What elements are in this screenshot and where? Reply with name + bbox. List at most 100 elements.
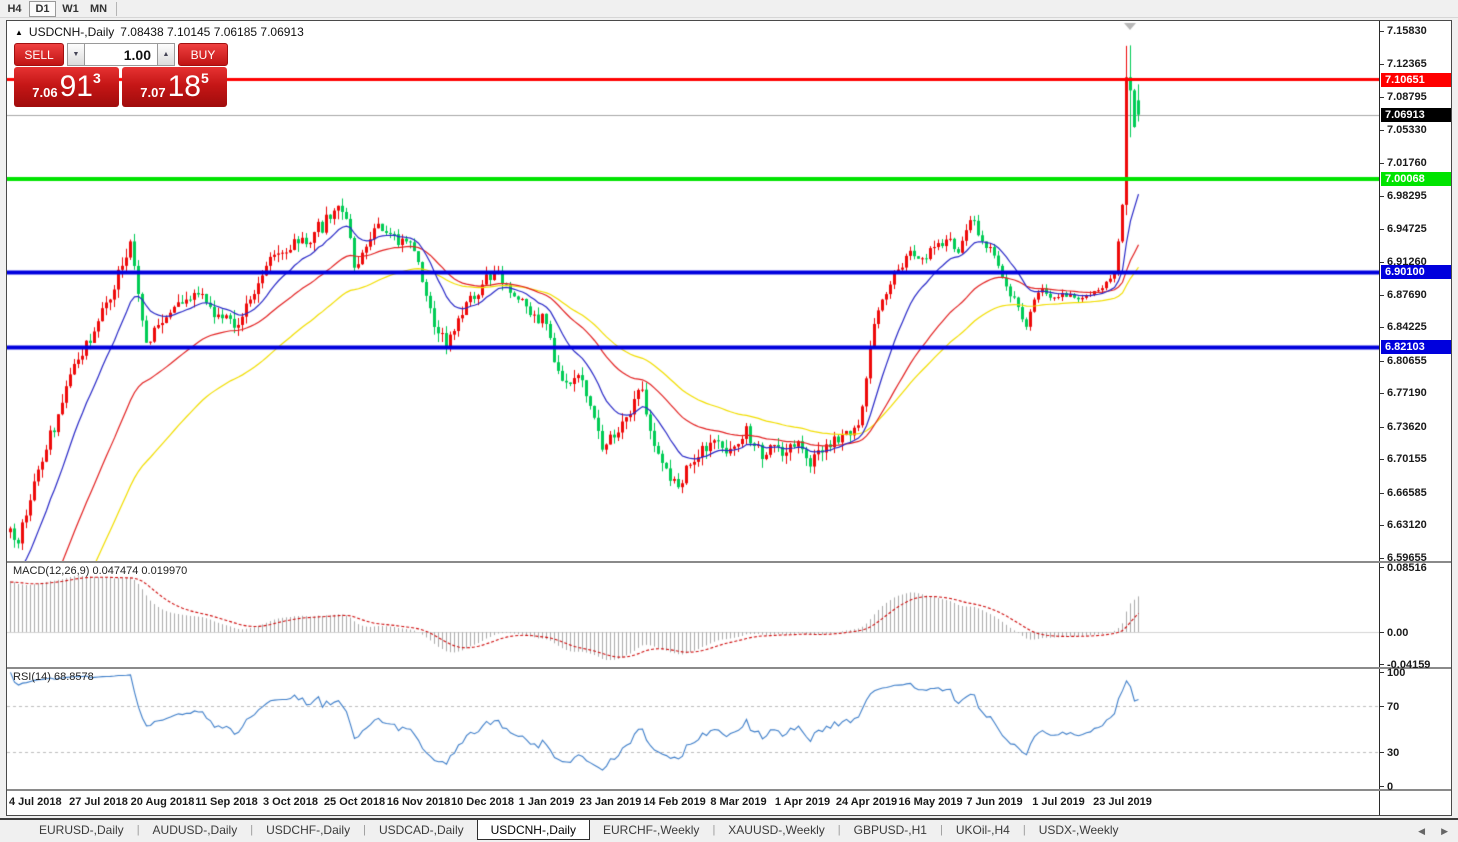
price-tick — [1380, 130, 1384, 131]
price-panel: ▲ USDCNH-,Daily 7.08438 7.10145 7.06185 … — [7, 21, 1451, 564]
price-tick-label: 6.80655 — [1387, 355, 1427, 367]
timeframe-button-d1[interactable]: D1 — [29, 0, 56, 17]
price-tick — [1380, 361, 1384, 362]
date-tick-label: 8 Mar 2019 — [710, 796, 767, 808]
tab-scroll-left-icon[interactable]: ◀ — [1418, 825, 1426, 836]
price-axis: 7.15830 7.12365 7.08795 7.05330 7.01760 6.982… — [1379, 21, 1451, 564]
macd-values: 0.047474 0.019970 — [92, 565, 188, 577]
rsi-chart-canvas[interactable] — [7, 669, 1379, 789]
date-tick-label: 16 Nov 2018 — [386, 796, 451, 808]
ask-price-sup: 5 — [200, 70, 209, 86]
chart-title-symbol: USDCNH-,Daily — [28, 25, 115, 39]
rsi-tick-label: 100 — [1387, 667, 1406, 679]
date-tick-label: 4 Jul 2018 — [9, 796, 62, 808]
date-tick-label: 14 Feb 2019 — [643, 796, 706, 808]
macd-panel: MACD(12,26,9) 0.047474 0.019970 0.08516 0… — [7, 562, 1451, 671]
timeframe-button-mn[interactable]: MN — [89, 2, 108, 15]
timeframe-toolbar: H4 D1 W1 MN — [0, 0, 1458, 18]
price-tick — [1380, 558, 1384, 559]
tab-usdx-weekly[interactable]: USDX-,Weekly — [1038, 823, 1119, 837]
macd-tick — [1380, 567, 1384, 568]
rsi-label: RSI(14) 68.8578 — [13, 671, 94, 683]
bid-price-big: 91 — [59, 70, 93, 103]
date-tick-label: 1 Apr 2019 — [774, 796, 831, 808]
panel-divider[interactable] — [7, 667, 1451, 669]
price-tick — [1380, 295, 1384, 296]
chart-title: ▲ USDCNH-,Daily 7.08438 7.10145 7.06185 … — [15, 25, 304, 39]
price-tick — [1380, 229, 1384, 230]
price-tick — [1380, 163, 1384, 164]
rsi-tick — [1380, 786, 1384, 787]
buy-quote-button[interactable]: 7.07 18 5 — [122, 67, 227, 107]
buy-button[interactable]: BUY — [178, 43, 228, 66]
chart-window: ▲ USDCNH-,Daily 7.08438 7.10145 7.06185 … — [6, 20, 1452, 816]
chart-collapse-arrow-icon[interactable]: ▲ — [15, 27, 23, 37]
rsi-plot-area[interactable]: RSI(14) 68.8578 — [7, 669, 1379, 789]
price-tick-label: 6.70155 — [1387, 453, 1427, 465]
macd-tick — [1380, 664, 1384, 665]
date-labels-area: 4 Jul 2018 27 Jul 2018 20 Aug 2018 11 Sep 2… — [7, 791, 1379, 815]
price-tick-label: 7.12365 — [1387, 58, 1427, 70]
price-tick — [1380, 327, 1384, 328]
ask-price-small: 7.07 — [140, 84, 166, 100]
date-tick-label: 16 May 2019 — [898, 796, 963, 808]
price-plot-area[interactable]: ▲ USDCNH-,Daily 7.08438 7.10145 7.06185 … — [7, 21, 1379, 561]
tab-separator: | — [1022, 824, 1026, 836]
macd-tick-label: -0.04159 — [1387, 659, 1431, 671]
date-tick-label: 23 Jul 2019 — [1093, 796, 1152, 808]
panel-divider — [7, 789, 1451, 791]
panel-divider[interactable] — [7, 561, 1451, 563]
tab-audusd-daily[interactable]: AUDUSD-,Daily — [152, 823, 238, 837]
timeframe-button-w1[interactable]: W1 — [62, 2, 79, 15]
price-level-label: 7.00068 — [1381, 172, 1451, 186]
rsi-tick — [1380, 672, 1384, 673]
volume-decrease-button[interactable]: ▼ — [67, 43, 85, 66]
price-tick-label: 7.01760 — [1387, 157, 1427, 169]
date-tick-label: 20 Aug 2018 — [130, 796, 195, 808]
price-tick — [1380, 459, 1384, 460]
bid-price-sup: 3 — [92, 70, 101, 86]
rsi-panel: RSI(14) 68.8578 100 70 30 0 — [7, 667, 1451, 793]
price-tick-label: 6.59655 — [1387, 552, 1427, 564]
tab-usdcad-daily[interactable]: USDCAD-,Daily — [378, 823, 464, 837]
volume-increase-button[interactable]: ▲ — [157, 43, 175, 66]
one-click-trade-panel: SELL ▼ ▲ BUY 7.06 91 3 — [14, 43, 228, 107]
tab-ukoil-h4[interactable]: UKOil-,H4 — [955, 823, 1010, 837]
price-tick — [1380, 262, 1384, 263]
price-chart-canvas[interactable] — [7, 21, 1379, 561]
rsi-tick-label: 0 — [1387, 781, 1394, 793]
sell-quote-button[interactable]: 7.06 91 3 — [14, 67, 119, 107]
tab-separator: | — [363, 824, 366, 836]
rsi-values: 68.8578 — [53, 671, 94, 683]
tab-eurchf-weekly[interactable]: EURCHF-,Weekly — [602, 823, 700, 837]
date-tick-label: 7 Jun 2019 — [966, 796, 1023, 808]
chart-title-ohlc: 7.08438 7.10145 7.06185 7.06913 — [120, 25, 304, 39]
tab-xauusd-weekly[interactable]: XAUUSD-,Weekly — [728, 823, 825, 837]
price-tick-label: 6.98295 — [1387, 190, 1427, 202]
volume-input[interactable] — [85, 43, 157, 66]
date-tick-label: 10 Dec 2018 — [451, 796, 514, 808]
timeframe-button-h4[interactable]: H4 — [7, 2, 22, 15]
tab-eurusd-daily[interactable]: EURUSD-,Daily — [39, 823, 124, 837]
tab-gbpusd-h1[interactable]: GBPUSD-,H1 — [853, 823, 927, 837]
tab-separator: | — [136, 824, 140, 836]
tab-scroll-controls: ◀ ▶ — [1418, 820, 1448, 842]
macd-plot-area[interactable]: MACD(12,26,9) 0.047474 0.019970 — [7, 563, 1379, 667]
macd-tick — [1380, 632, 1384, 633]
price-tick — [1380, 427, 1384, 428]
date-tick-label: 23 Jan 2019 — [579, 796, 642, 808]
macd-tick-label: 0.00 — [1387, 627, 1409, 639]
tab-usdcnh-daily[interactable]: USDCNH-,Daily — [476, 820, 590, 840]
chart-tabs: EURUSD-,Daily | AUDUSD-,Daily | USDCHF-,Dail… — [26, 820, 1132, 840]
tab-usdchf-daily[interactable]: USDCHF-,Daily — [266, 823, 351, 837]
sell-button[interactable]: SELL — [14, 43, 64, 66]
rsi-name: RSI(14) — [13, 671, 51, 683]
tab-scroll-right-icon[interactable]: ▶ — [1441, 825, 1448, 836]
price-tick-label: 6.94725 — [1387, 223, 1427, 235]
price-level-label: 6.82103 — [1381, 340, 1451, 354]
rsi-tick — [1380, 706, 1384, 707]
date-tick-label: 1 Jan 2019 — [518, 796, 575, 808]
date-tick-label: 11 Sep 2018 — [195, 796, 258, 808]
price-tick-label: 6.87690 — [1387, 289, 1427, 301]
macd-chart-canvas[interactable] — [7, 563, 1379, 667]
